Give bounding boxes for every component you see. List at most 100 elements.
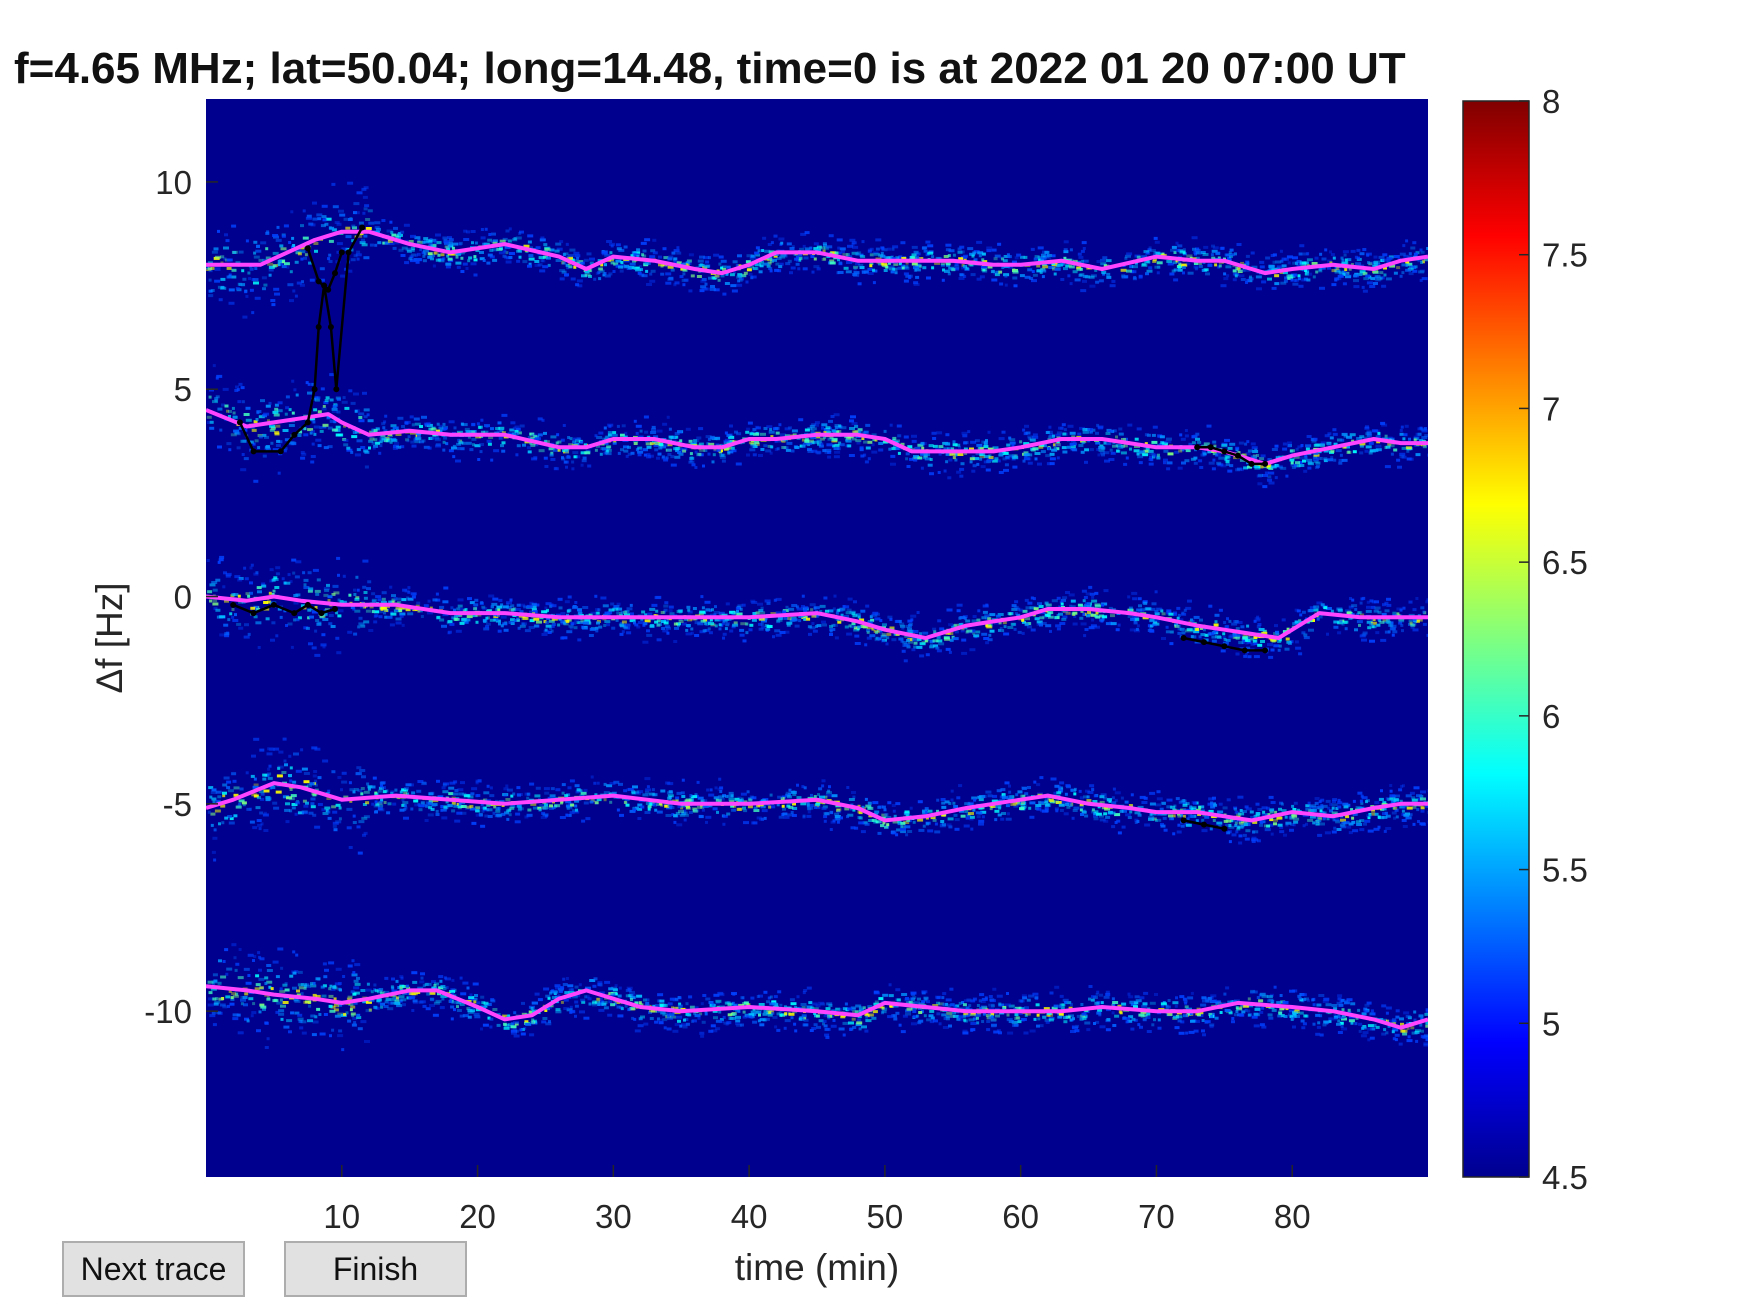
- energy-pixel: [960, 629, 965, 633]
- energy-pixel: [521, 622, 525, 626]
- energy-pixel: [1308, 628, 1314, 632]
- energy-pixel: [555, 441, 559, 445]
- energy-pixel: [1030, 596, 1034, 600]
- energy-pixel: [290, 210, 294, 214]
- energy-pixel: [911, 439, 917, 443]
- energy-pixel: [936, 431, 943, 435]
- energy-pixel: [487, 253, 493, 257]
- energy-pixel: [574, 601, 578, 604]
- energy-pixel: [994, 273, 1000, 277]
- energy-pixel: [1292, 622, 1299, 626]
- energy-pixel: [322, 618, 329, 621]
- energy-pixel: [573, 251, 580, 255]
- energy-pixel: [1082, 599, 1086, 603]
- energy-pixel: [479, 257, 485, 261]
- energy-pixel: [531, 603, 537, 607]
- energy-pixel: [1406, 457, 1412, 461]
- energy-pixel: [1228, 619, 1232, 623]
- energy-pixel: [1371, 625, 1375, 629]
- energy-pixel: [773, 234, 778, 238]
- energy-pixel: [866, 636, 872, 640]
- energy-pixel: [1173, 278, 1179, 282]
- energy-pixel: [665, 272, 672, 276]
- energy-pixel: [667, 277, 674, 281]
- energy-pixel: [1222, 641, 1229, 645]
- energy-pixel: [555, 242, 562, 246]
- energy-pixel: [1255, 275, 1262, 279]
- energy-pixel: [550, 604, 557, 608]
- energy-pixel: [699, 630, 706, 634]
- energy-pixel: [356, 588, 360, 592]
- energy-pixel: [972, 615, 977, 618]
- energy-pixel: [875, 631, 879, 635]
- energy-pixel: [374, 226, 380, 230]
- energy-pixel: [846, 632, 853, 636]
- energy-pixel: [430, 436, 434, 440]
- energy-pixel: [363, 415, 368, 419]
- energy-pixel: [1191, 635, 1197, 639]
- energy-pixel: [455, 459, 461, 463]
- energy-pixel: [1299, 464, 1305, 467]
- energy-pixel: [572, 259, 578, 263]
- energy-pixel: [214, 399, 218, 403]
- energy-pixel: [363, 591, 368, 594]
- energy-pixel: [1224, 455, 1231, 458]
- energy-pixel: [929, 458, 933, 461]
- energy-pixel: [1319, 252, 1323, 256]
- energy-pixel: [845, 270, 852, 274]
- energy-pixel: [1303, 469, 1308, 473]
- energy-pixel: [263, 601, 269, 604]
- energy-pixel: [411, 248, 415, 252]
- energy-pixel: [1344, 445, 1350, 449]
- energy-pixel: [243, 635, 250, 639]
- energy-pixel: [943, 447, 949, 451]
- energy-pixel: [1225, 265, 1232, 269]
- energy-pixel: [829, 628, 836, 631]
- energy-pixel: [1079, 426, 1085, 430]
- energy-pixel: [1386, 597, 1391, 601]
- energy-pixel: [505, 260, 512, 264]
- energy-pixel: [457, 604, 463, 608]
- energy-pixel: [358, 412, 365, 416]
- energy-pixel: [704, 628, 710, 632]
- energy-pixel: [1233, 620, 1239, 623]
- energy-pixel: [1176, 616, 1180, 620]
- energy-pixel: [777, 439, 782, 443]
- energy-pixel: [1275, 630, 1279, 634]
- energy-pixel: [1340, 438, 1345, 442]
- energy-pixel: [456, 607, 461, 611]
- energy-pixel: [791, 429, 798, 433]
- energy-pixel: [1243, 636, 1247, 640]
- energy-pixel: [667, 453, 672, 456]
- energy-pixel: [262, 258, 268, 262]
- energy-pixel: [318, 278, 325, 282]
- energy-pixel: [867, 272, 874, 275]
- energy-pixel: [1080, 450, 1085, 454]
- energy-pixel: [228, 288, 235, 292]
- energy-pixel: [352, 226, 357, 230]
- energy-pixel: [594, 594, 598, 598]
- energy-pixel: [787, 259, 792, 263]
- energy-pixel: [676, 610, 683, 613]
- energy-pixel: [595, 626, 599, 630]
- energy-pixel: [964, 267, 970, 271]
- energy-pixel: [960, 250, 965, 254]
- energy-pixel: [1413, 252, 1418, 256]
- energy-pixel: [726, 265, 731, 269]
- energy-pixel: [225, 239, 230, 243]
- energy-pixel: [251, 278, 256, 281]
- energy-pixel: [854, 424, 859, 428]
- energy-pixel: [637, 446, 643, 450]
- energy-pixel: [983, 460, 990, 464]
- energy-pixel: [1362, 631, 1368, 635]
- energy-pixel: [977, 609, 981, 613]
- energy-pixel: [1236, 621, 1243, 624]
- energy-pixel: [972, 631, 976, 635]
- energy-pixel: [1022, 609, 1028, 613]
- energy-pixel: [1184, 434, 1189, 438]
- energy-pixel: [613, 262, 619, 266]
- energy-pixel: [594, 448, 598, 452]
- energy-pixel: [543, 243, 548, 247]
- energy-pixel: [1136, 452, 1140, 456]
- energy-pixel: [1247, 640, 1252, 644]
